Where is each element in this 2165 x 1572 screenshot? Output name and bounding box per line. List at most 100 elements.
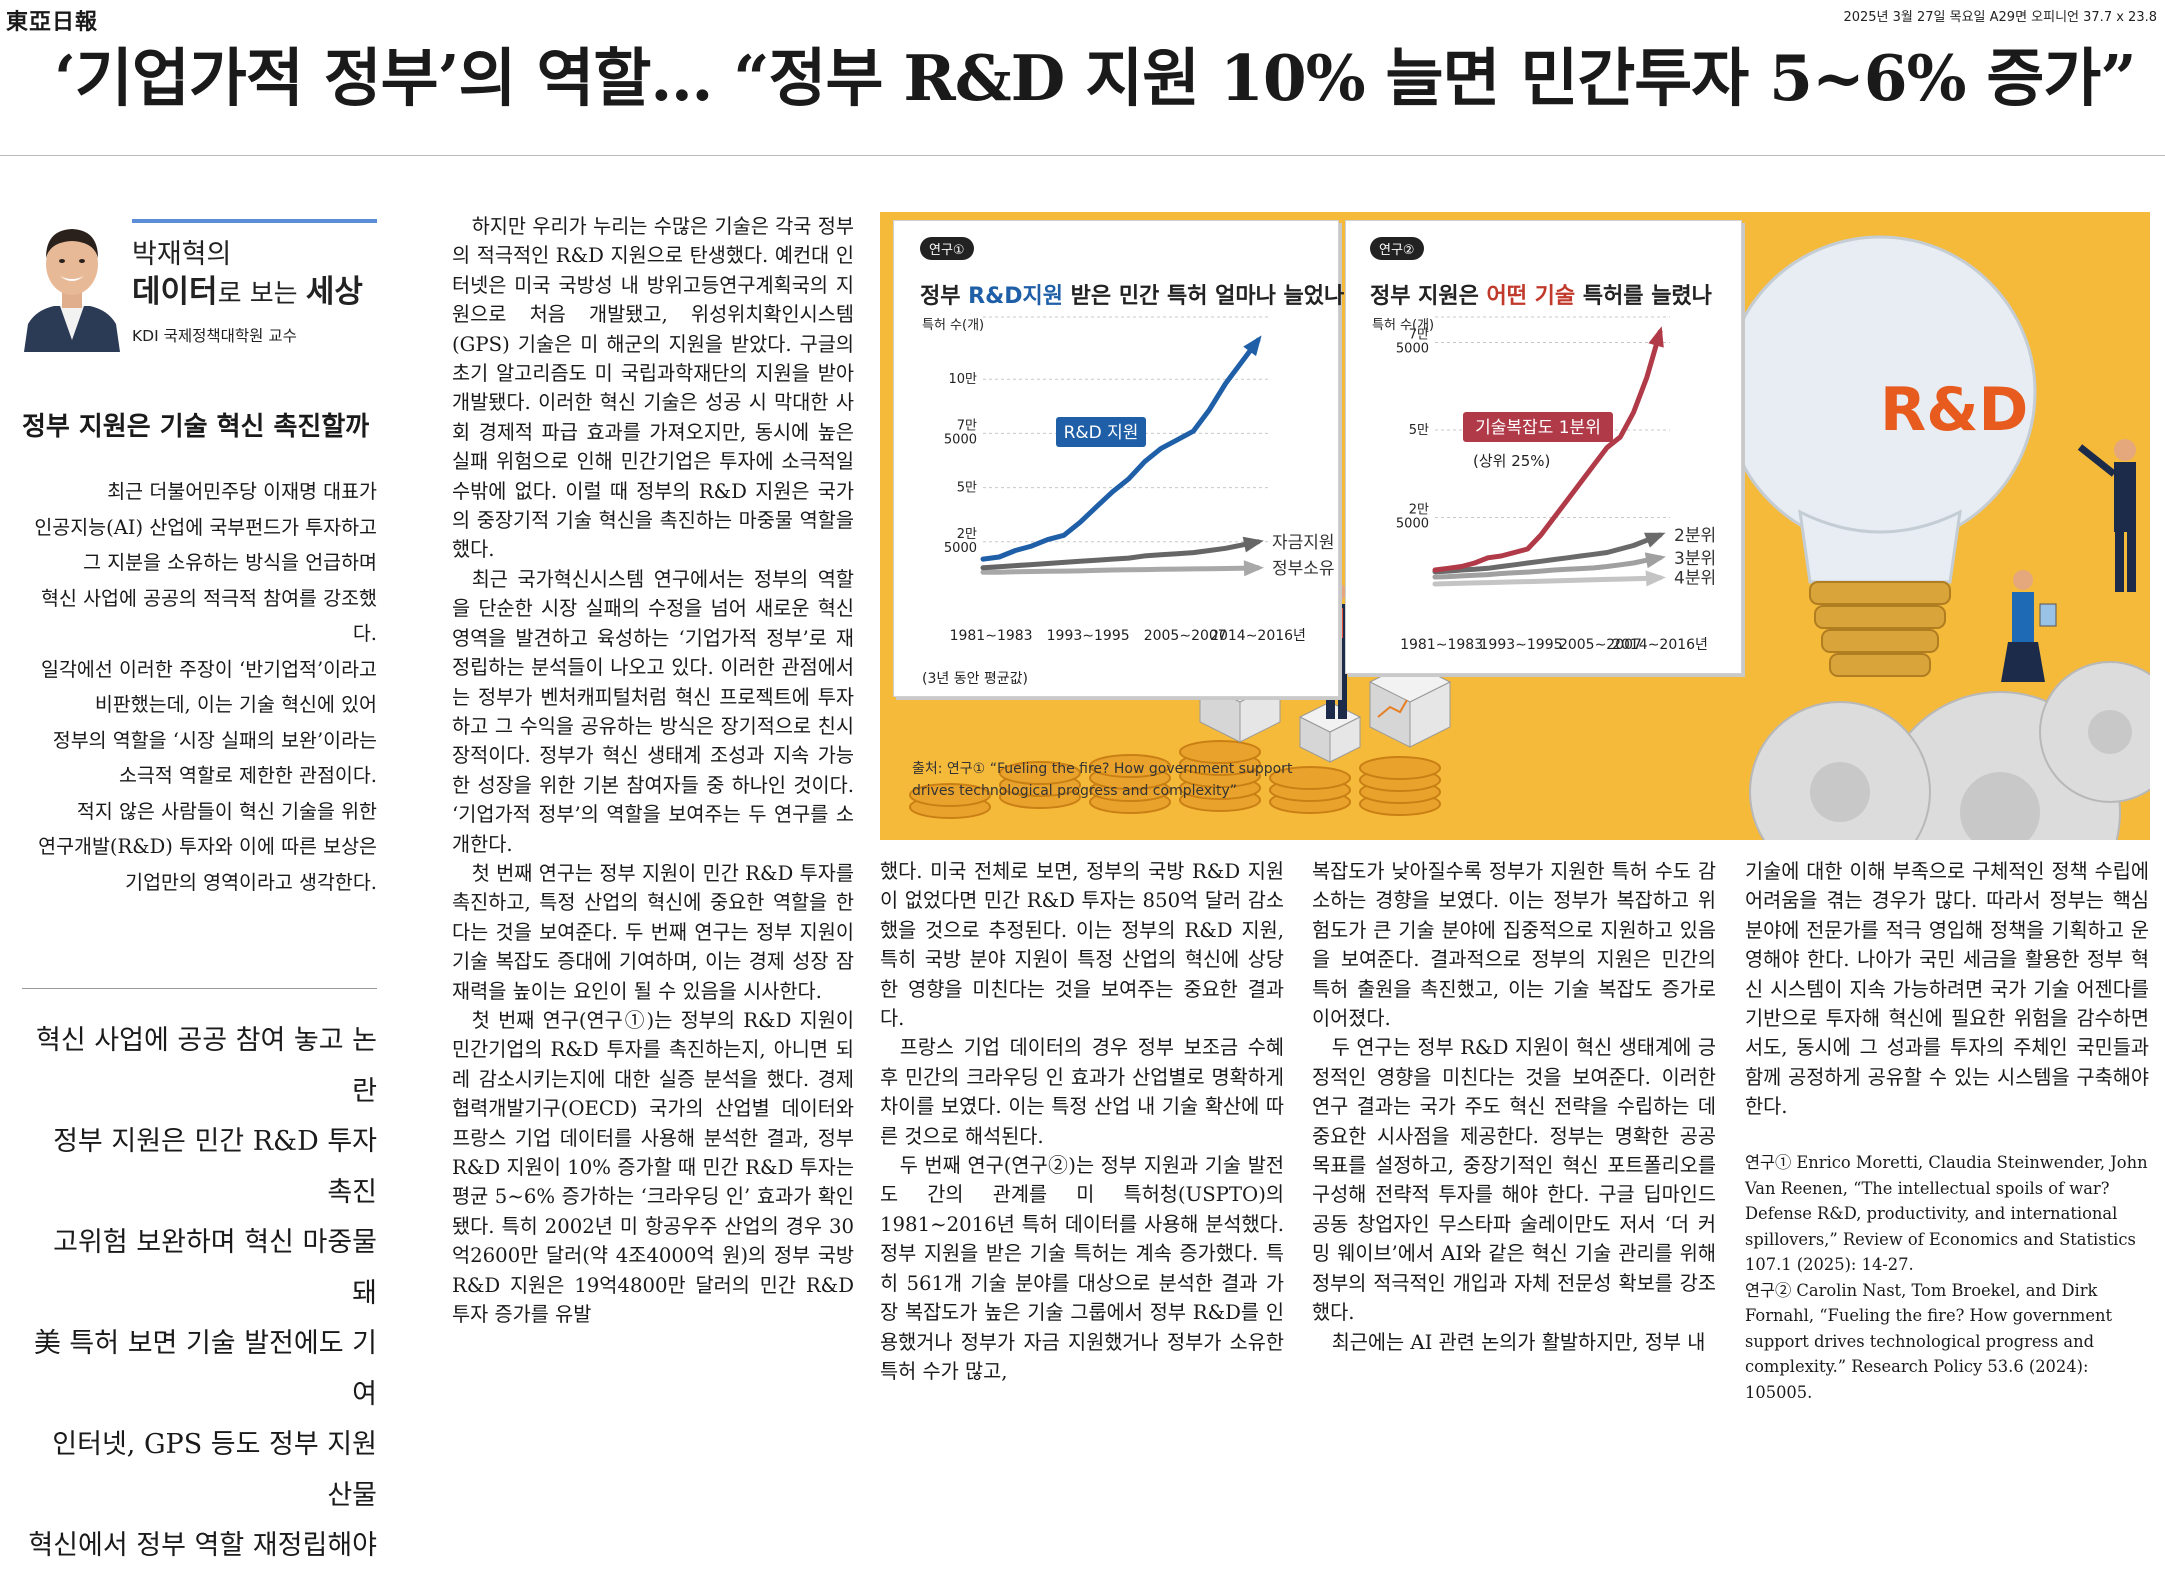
x-tick-label: 2014∼2016년 — [1612, 637, 1708, 653]
deck-line: 혁신에서 정부 역할 재정립해야 — [28, 1530, 377, 1561]
lede-text: 최근 더불어민주당 이재명 대표가 인공지능(AI) 산업에 국부펀드가 투자하… — [22, 474, 377, 900]
chart-2-y-label: 특허 수(개) — [1372, 318, 1435, 333]
chart-1-title-pre: 정부 — [920, 284, 969, 309]
series-arrowhead — [1243, 560, 1264, 577]
chart-1-title-post: 받은 민간 특허 얼마나 늘었나 — [1063, 284, 1345, 309]
chart-1-title: 정부 R&D지원 받은 민간 특허 얼마나 늘었나 — [920, 278, 1344, 310]
deck-line: 정부 지원은 민간 R&D 투자 촉진 — [53, 1126, 377, 1208]
chart-panel-2 — [1345, 220, 1742, 674]
reference-2: 연구② Carolin Nast, Tom Broekel, and Dirk … — [1745, 1280, 2113, 1402]
lede-line: 혁신 사업에 공공의 적극적 참여를 강조했다. — [41, 586, 377, 646]
callout-label: 기술복잡도 1분위 — [1475, 418, 1601, 438]
top-rule — [0, 155, 2165, 156]
deck-line: 고위험 보완하며 혁신 마중물 돼 — [53, 1227, 377, 1309]
source-line-1: 출처: 연구① “Fueling the fire? How governmen… — [912, 761, 1293, 777]
author-photo — [24, 229, 120, 352]
bulb-label: R&D — [1880, 375, 2029, 445]
lede-line: 소극적 역할로 제한한 관점이다. — [118, 764, 377, 787]
column-author: 박재혁의 — [132, 239, 232, 270]
chart-1-y-label: 특허 수(개) — [922, 318, 985, 333]
series-line — [1432, 329, 1663, 573]
paragraph: 기술에 대한 이해 부족으로 구체적인 정책 수립에 어려움을 겪는 경우가 많… — [1745, 860, 2149, 1119]
column-title-word-1: 데이터 — [132, 274, 218, 310]
series-line — [1432, 555, 1663, 580]
paragraph: 두 연구는 정부 R&D 지원이 혁신 생태계에 긍정적인 영향을 미친다는 것… — [1312, 1036, 1716, 1325]
y-tick-label: 5만 — [1409, 423, 1429, 438]
lede-line: 최근 더불어민주당 이재명 대표가 — [107, 480, 377, 503]
series-label: 3분위 — [1674, 549, 1716, 569]
paragraph: 첫 번째 연구(연구①)는 정부의 R&D 지원이 민간기업의 R&D 투자를 … — [452, 1008, 854, 1327]
series-label: 자금지원 — [1272, 533, 1335, 553]
chart-2-plot: 2만50005만7만50002분위3분위4분위1981∼19831993∼199… — [1396, 316, 1716, 653]
lede-line: 적지 않은 사람들이 혁신 기술을 위한 — [76, 799, 377, 823]
x-tick-label: 1981∼1983 — [1400, 637, 1483, 653]
x-tick-label: 1993∼1995 — [1047, 628, 1130, 644]
paragraph: 하지만 우리가 누리는 수많은 기술은 각국 정부의 적극적인 R&D 지원으로… — [452, 215, 854, 562]
y-tick-label: 5000 — [1396, 517, 1429, 532]
reference-1: 연구① Enrico Moretti, Claudia Steinwender,… — [1745, 1153, 2148, 1274]
series-line — [980, 565, 1261, 575]
y-tick-label: 7만 — [1409, 328, 1429, 343]
lede-line: 연구개발(R&D) 투자와 이에 따른 보상은 — [38, 835, 377, 858]
y-tick-label: 5000 — [944, 541, 977, 556]
y-tick-label: 2만 — [1409, 503, 1429, 518]
deck-line: 美 특허 보면 기술 발전에도 기여 — [33, 1328, 377, 1410]
study-tag-2: 연구② — [1370, 237, 1424, 260]
series-arrowhead — [1644, 552, 1666, 569]
divider — [22, 988, 377, 989]
callout-sublabel: (상위 25%) — [1473, 452, 1550, 470]
body-column-2: 했다. 미국 전체로 보면, 정부의 국방 R&D 지원이 없었다면 민간 R&… — [880, 857, 1284, 1386]
callout-box — [1056, 417, 1146, 447]
y-tick-label: 5000 — [1396, 342, 1429, 357]
chart-2-title-highlight: 어떤 기술 — [1486, 284, 1576, 309]
series-line — [980, 539, 1261, 571]
deck-summary: 혁신 사업에 공공 참여 놓고 논란 정부 지원은 민간 R&D 투자 촉진 고… — [22, 1016, 377, 1572]
paragraph: 최근 국가혁신시스템 연구에서는 정부의 역할을 단순한 시장 실패의 수정을 … — [452, 567, 854, 856]
x-tick-label: 1981∼1983 — [950, 628, 1033, 644]
lede-line: 정부의 역할을 ‘시장 실패의 보완’이라는 — [52, 728, 377, 752]
callout-label: R&D 지원 — [1064, 423, 1139, 443]
column-title-connector: 로 보는 — [217, 279, 306, 309]
chart-1-title-highlight: R&D지원 — [968, 284, 1064, 309]
references: 연구① Enrico Moretti, Claudia Steinwender,… — [1745, 1150, 2149, 1405]
series-arrowhead — [1645, 570, 1666, 587]
paragraph: 최근에는 AI 관련 논의가 활발하지만, 정부 내 — [1331, 1330, 1706, 1354]
lede-line: 일각에선 이러한 주장이 ‘반기업적’이라고 — [41, 657, 377, 681]
body-column-1: 하지만 우리가 누리는 수많은 기술은 각국 정부의 적극적인 R&D 지원으로… — [452, 212, 854, 1329]
chart-1-x-note: (3년 동안 평균값) — [922, 671, 1029, 687]
body-column-3: 복잡도가 낮아질수록 정부가 지원한 특허 수도 감소하는 경향을 보였다. 이… — [1312, 857, 1716, 1357]
x-tick-label: 1993∼1995 — [1480, 637, 1563, 653]
study-tag-1: 연구① — [920, 237, 974, 260]
deck-line: 인터넷, GPS 등도 정부 지원 산물 — [52, 1429, 377, 1511]
x-tick-label: 2005∼2007 — [1559, 637, 1642, 653]
lede-line: 인공지능(AI) 산업에 국부펀드가 투자하고 — [34, 515, 377, 539]
chart-2-title-pre: 정부 지원은 — [1370, 284, 1487, 309]
headline: ‘기업가적 정부’의 역할… “정부 R&D 지원 10% 늘면 민간투자 5~… — [54, 41, 2137, 115]
series-arrowhead — [1243, 335, 1262, 357]
y-tick-label: 2만 — [957, 527, 977, 542]
y-tick-label: 7만 — [957, 418, 977, 433]
x-tick-label: 2005∼2007 — [1144, 628, 1227, 644]
newspaper-logo: 東亞日報 — [6, 9, 99, 35]
column-title-word-2: 세상 — [305, 274, 363, 310]
paragraph: 복잡도가 낮아질수록 정부가 지원한 특허 수도 감소하는 경향을 보였다. 이… — [1312, 860, 1716, 1031]
series-line — [1432, 575, 1663, 587]
column-title: 데이터로 보는 세상 — [132, 266, 363, 311]
chart-2-title: 정부 지원은 어떤 기술 특허를 늘렸나 — [1370, 278, 1712, 310]
series-line — [980, 337, 1261, 562]
source-line-2: drives technological progress and comple… — [912, 783, 1238, 799]
series-label: 2분위 — [1674, 526, 1716, 546]
paragraph: 프랑스 기업 데이터의 경우 정부 보조금 수혜 후 민간의 크라우딩 인 효과… — [880, 1036, 1284, 1148]
lede-line: 기업만의 영역이라고 생각한다. — [125, 870, 377, 894]
series-arrowhead — [1648, 326, 1664, 348]
series-label: 정부소유 — [1272, 559, 1335, 579]
infographic-source: 출처: 연구① “Fueling the fire? How governmen… — [912, 758, 1292, 802]
callout-box — [1463, 412, 1613, 442]
subheading: 정부 지원은 기술 혁신 촉진할까 — [22, 412, 370, 442]
paragraph: 두 번째 연구(연구②)는 정부 지원과 기술 발전도 간의 관계를 미 특허청… — [880, 1154, 1284, 1383]
chart-2-title-post: 특허를 늘렸나 — [1575, 284, 1712, 309]
dateline: 2025년 3월 27일 목요일 A29면 오피니언 37.7 x 23.8 — [1843, 10, 2157, 25]
author-affiliation: KDI 국제정책대학원 교수 — [132, 327, 297, 345]
series-arrowhead — [1242, 536, 1264, 553]
